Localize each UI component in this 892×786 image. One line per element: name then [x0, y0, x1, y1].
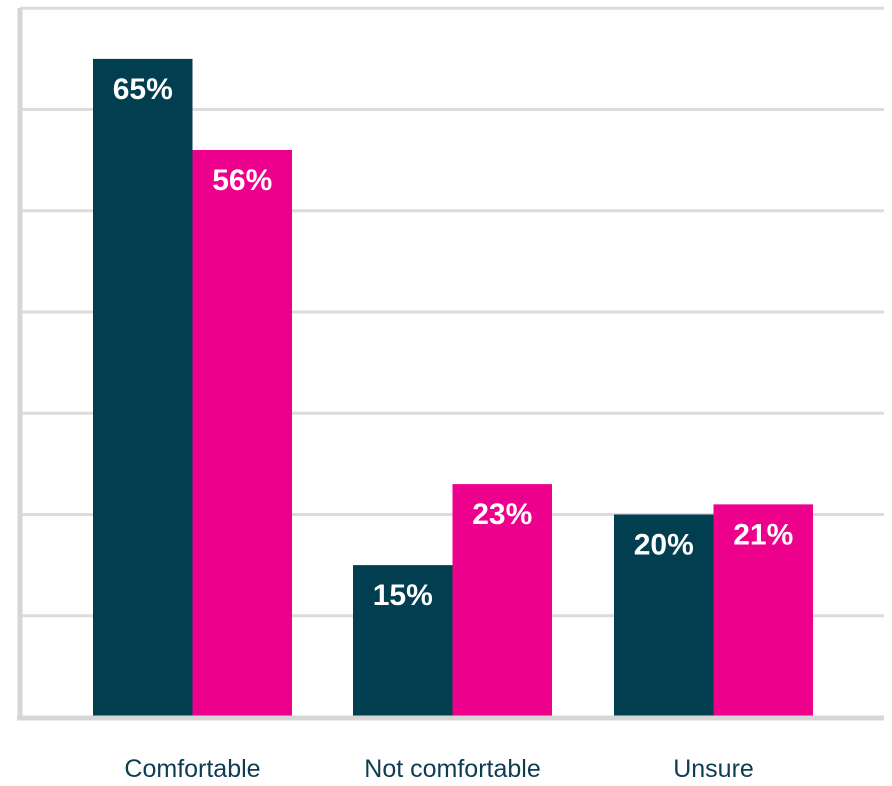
category-label: Not comfortable	[364, 755, 540, 781]
data-label: 23%	[472, 498, 532, 531]
bars	[93, 58, 813, 717]
data-label: 20%	[634, 529, 694, 562]
bar-comfortable-series-1	[93, 58, 193, 717]
category-label: Unsure	[673, 755, 754, 781]
category-labels: Comfortable Not comfortable Unsure	[124, 755, 754, 783]
bar-unsure-series-1	[614, 514, 714, 717]
bar-comfortable-series-2	[192, 150, 292, 717]
bar-unsure-series-2	[713, 504, 813, 717]
category-label: Comfortable	[124, 755, 260, 781]
axes	[17, 8, 884, 721]
bar-not-comfortable-series-2	[452, 484, 552, 717]
data-label: 65%	[113, 73, 173, 106]
data-label: 15%	[373, 579, 433, 612]
data-label: 21%	[733, 518, 793, 551]
data-label: 56%	[212, 164, 272, 197]
value-labels: 65% 15% 20% 56% 23% 21%	[113, 73, 794, 612]
bar-not-comfortable-series-1	[353, 565, 453, 717]
